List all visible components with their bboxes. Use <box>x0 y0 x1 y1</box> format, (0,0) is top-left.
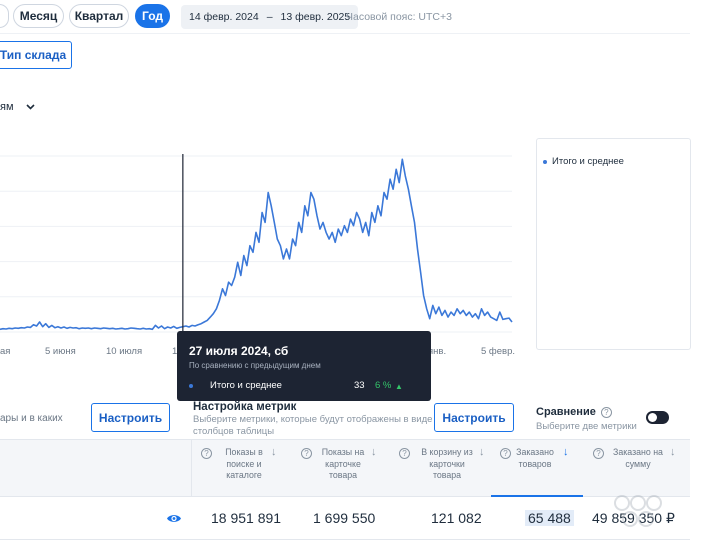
compare-desc: Выберите две метрики <box>536 421 637 432</box>
date-separator: – <box>266 11 273 23</box>
arrow-up-icon: ▲ <box>395 382 403 391</box>
help-icon[interactable]: ? <box>201 448 212 459</box>
configure-metrics-button[interactable]: Настроить <box>434 403 514 432</box>
sort-arrow-icon[interactable]: ↓ <box>563 446 569 458</box>
sort-arrow-icon[interactable]: ↓ <box>479 446 485 458</box>
period-button-year[interactable]: Год <box>135 4 170 28</box>
chart-tooltip: 27 июля 2024, сб По сравнению с предыдущ… <box>177 331 431 401</box>
period-bar: Месяц Квартал Год 14 февр. 2024 – 13 фев… <box>0 0 708 34</box>
eye-icon[interactable] <box>166 511 182 529</box>
series-line <box>0 158 513 331</box>
grouping-dropdown[interactable]: ям <box>0 101 35 113</box>
cell-ordered-sum: 49 859 350 ₽ <box>592 510 675 526</box>
watermark-logo <box>614 495 662 527</box>
configure-button-left[interactable]: Настроить <box>91 403 170 432</box>
metrics-settings-title: Настройка метрик <box>193 401 297 413</box>
period-button-month[interactable]: Месяц <box>13 4 64 28</box>
toggle-knob <box>648 413 657 422</box>
table-row[interactable]: 18 951 891 1 699 550 121 082 65 488 49 8… <box>0 498 690 540</box>
column-divider <box>191 440 192 497</box>
tooltip-row: Итого и среднее 33 6 % ▲ <box>189 380 419 394</box>
column-header-ordered[interactable]: ? Заказано товаров ↓ <box>500 446 590 496</box>
x-tick-label: янв. <box>428 346 447 357</box>
sort-arrow-icon[interactable]: ↓ <box>271 446 277 458</box>
date-from: 14 февр. 2024 <box>189 11 259 23</box>
column-label: Показы в поиске и каталоге <box>225 447 263 480</box>
timezone-label: Часовой пояс: UTC+3 <box>346 11 452 23</box>
x-tick-label: 5 февр. <box>481 346 515 357</box>
period-button-partial[interactable] <box>0 4 9 28</box>
help-icon[interactable]: ? <box>500 448 511 459</box>
cell-add-to-cart: 121 082 <box>431 510 482 526</box>
column-header-add-to-cart[interactable]: ? В корзину из карточки товара ↓ <box>399 446 489 496</box>
cell-card-views: 1 699 550 <box>313 510 376 526</box>
sort-arrow-icon[interactable]: ↓ <box>371 446 377 458</box>
help-icon[interactable]: ? <box>301 448 312 459</box>
help-icon[interactable]: ? <box>600 406 612 418</box>
settings-hint-text: ары и в каких <box>0 413 63 424</box>
column-label: Показы на карточке товара <box>321 447 365 480</box>
date-to: 13 февр. 2025 <box>280 11 351 23</box>
active-sort-indicator <box>491 495 583 497</box>
column-label: Заказано товаров <box>516 447 554 469</box>
legend-item[interactable]: Итого и среднее <box>543 156 624 167</box>
compare-title: Сравнение ? <box>536 406 612 418</box>
legend-dot-icon <box>543 159 547 164</box>
grouping-label: ям <box>0 101 14 113</box>
x-tick-label: ая <box>0 346 11 357</box>
divider <box>0 33 690 34</box>
compare-toggle[interactable] <box>646 411 669 424</box>
cell-ordered: 65 488 <box>525 510 574 526</box>
legend-label: Итого и среднее <box>552 156 624 167</box>
tooltip-change: 6 % <box>375 380 392 391</box>
x-tick-label: 10 июля <box>106 346 143 357</box>
date-range-picker[interactable]: 14 февр. 2024 – 13 февр. 2025 <box>181 5 359 29</box>
chevron-down-icon <box>25 102 35 113</box>
metrics-settings-desc: Выберите метрики, которые будут отображе… <box>193 414 433 437</box>
column-header-search-views[interactable]: ? Показы в поиске и каталоге ↓ <box>201 446 291 496</box>
tooltip-subtitle: По сравнению с предыдущим днем <box>189 361 321 370</box>
tooltip-series-name: Итого и среднее <box>210 380 282 391</box>
period-button-quarter[interactable]: Квартал <box>69 4 129 28</box>
column-header-ordered-sum[interactable]: ? Заказано на сумму ↓ <box>593 446 693 496</box>
series-dot-icon <box>189 384 193 388</box>
tooltip-value: 33 <box>354 380 365 391</box>
x-tick-label: 5 июня <box>45 346 76 357</box>
column-label: Заказано на сумму <box>613 447 663 469</box>
warehouse-type-button[interactable]: Тип склада <box>0 41 72 69</box>
compare-title-label: Сравнение <box>536 406 596 418</box>
cell-search-views: 18 951 891 <box>211 510 282 526</box>
column-header-card-views[interactable]: ? Показы на карточке товара ↓ <box>301 446 391 496</box>
table-header: ? Показы в поиске и каталоге ↓ ? Показы … <box>0 439 690 497</box>
column-label: В корзину из карточки товара <box>421 447 473 480</box>
tooltip-date: 27 июля 2024, сб <box>189 344 289 358</box>
sort-arrow-icon[interactable]: ↓ <box>670 446 676 458</box>
chart-legend: Итого и среднее <box>536 138 691 350</box>
help-icon[interactable]: ? <box>593 448 604 459</box>
help-icon[interactable]: ? <box>399 448 410 459</box>
